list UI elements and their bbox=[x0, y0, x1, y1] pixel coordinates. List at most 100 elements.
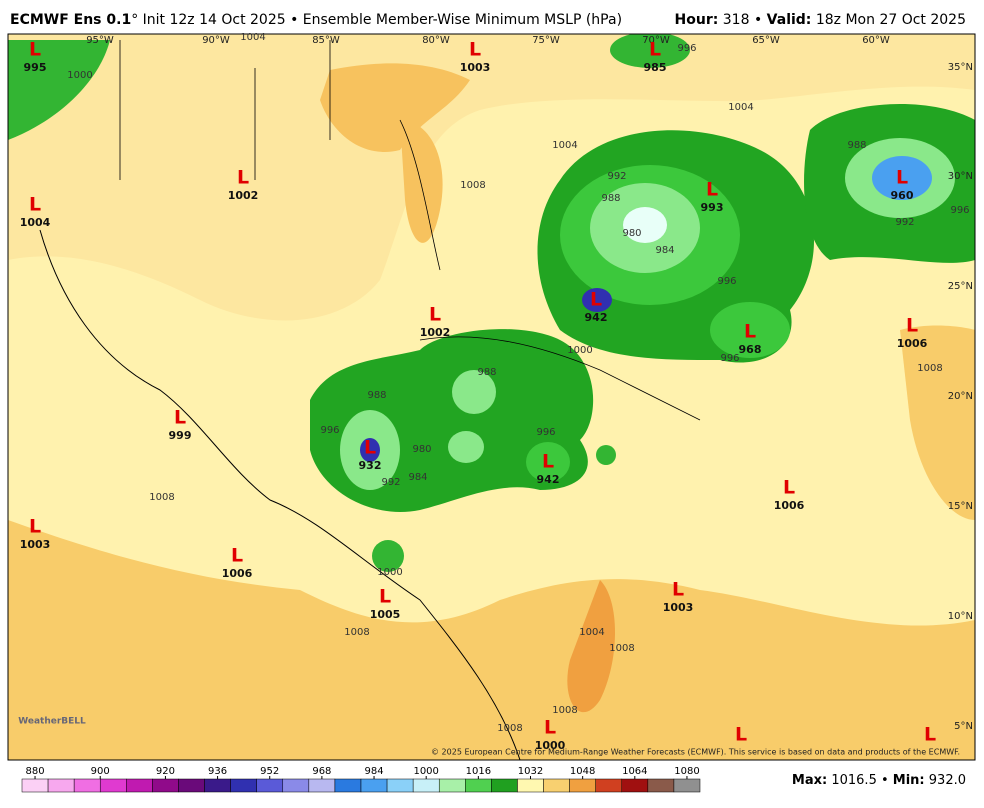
lat-label: 15°N bbox=[948, 501, 973, 512]
hour-label: Hour: bbox=[675, 12, 719, 28]
colorbar-swatch bbox=[569, 778, 596, 793]
contour-label: 988 bbox=[477, 367, 496, 378]
contour-label: 992 bbox=[607, 171, 626, 182]
colorbar-swatch bbox=[152, 778, 179, 793]
deep-core bbox=[582, 288, 612, 312]
max-label: Max: bbox=[792, 773, 827, 788]
colorbar-swatch bbox=[334, 778, 362, 793]
low-symbol: L bbox=[174, 407, 186, 429]
green-blob bbox=[610, 34, 690, 68]
lon-label: 80°W bbox=[422, 35, 450, 46]
colorbar-label: 1064 bbox=[622, 766, 647, 777]
colorbar-label: 952 bbox=[260, 766, 279, 777]
green-blob bbox=[372, 540, 404, 572]
contour-label: 1000 bbox=[377, 567, 402, 578]
valid-value: 18z Mon 27 Oct 2025 bbox=[811, 12, 966, 28]
low-symbol: L bbox=[590, 289, 602, 311]
contour-label: 1008 bbox=[552, 705, 577, 716]
contour-label: 1004 bbox=[240, 32, 265, 43]
low-symbol: L bbox=[364, 437, 376, 459]
extremes: Max: 1016.5 • Min: 932.0 bbox=[792, 773, 966, 788]
lon-label: 65°W bbox=[752, 35, 780, 46]
contour-label: 980 bbox=[412, 444, 431, 455]
credit: © 2025 European Centre for Medium-Range … bbox=[431, 748, 960, 757]
contour-label: 980 bbox=[622, 228, 641, 239]
low-symbol: L bbox=[783, 477, 795, 499]
colorbar-swatch bbox=[126, 778, 153, 793]
contour-label: 996 bbox=[720, 353, 739, 364]
low-pressure: 1000 bbox=[535, 739, 566, 752]
colorbar-swatch bbox=[673, 778, 701, 793]
colorbar-swatch bbox=[73, 778, 101, 793]
low-symbol: L bbox=[469, 39, 481, 61]
contour-label: 1004 bbox=[552, 140, 577, 151]
warm-patch bbox=[567, 580, 615, 713]
green-ring bbox=[448, 431, 484, 463]
low-pressure: 1006 bbox=[774, 499, 805, 512]
coastline bbox=[39, 229, 521, 760]
lat-label: 30°N bbox=[948, 171, 973, 182]
low-symbol: L bbox=[706, 179, 718, 201]
contour-label: 984 bbox=[408, 472, 427, 483]
colorbar-swatch bbox=[438, 778, 466, 793]
low-pressure: 999 bbox=[169, 429, 192, 442]
lat-label: 25°N bbox=[948, 281, 973, 292]
colorbar-swatch bbox=[595, 778, 623, 793]
contour-label: 996 bbox=[320, 425, 339, 436]
low-pressure: 968 bbox=[739, 343, 762, 356]
colorbar-swatch bbox=[465, 778, 492, 793]
colorbar-swatch bbox=[308, 778, 336, 793]
low-pressure: 995 bbox=[24, 61, 47, 74]
low-pressure: 985 bbox=[644, 61, 667, 74]
contour-label: 996 bbox=[950, 205, 969, 216]
green-blob bbox=[596, 445, 616, 465]
colorbar-label: 1080 bbox=[674, 766, 699, 777]
lon-label: 60°W bbox=[862, 35, 890, 46]
title-bold: ECMWF Ens 0.1 bbox=[10, 12, 131, 28]
colorbar-swatch bbox=[256, 778, 284, 793]
low-pressure: 1003 bbox=[20, 538, 51, 551]
low-pressure: 960 bbox=[891, 189, 914, 202]
colorbar-swatch bbox=[178, 778, 205, 793]
low-pressure: 1004 bbox=[20, 216, 51, 229]
low-pressure: 1006 bbox=[897, 337, 928, 350]
low-pressure: 1002 bbox=[420, 326, 451, 339]
contour-label: 996 bbox=[536, 427, 555, 438]
low-symbol: L bbox=[379, 586, 391, 608]
colorbar-label: 984 bbox=[364, 766, 383, 777]
low-symbol: L bbox=[649, 39, 661, 61]
land-north bbox=[8, 34, 975, 321]
low-symbol: L bbox=[735, 724, 747, 746]
contour-label: 988 bbox=[847, 140, 866, 151]
colorbar-label: 900 bbox=[91, 766, 110, 777]
logo: WeatherBELL bbox=[18, 717, 86, 727]
colorbar-label: 1032 bbox=[518, 766, 543, 777]
valid-info: Hour: 318 • Valid: 18z Mon 27 Oct 2025 bbox=[675, 12, 966, 28]
warm-patch bbox=[900, 325, 975, 520]
green-blob bbox=[8, 40, 110, 140]
low-pressure: 932 bbox=[359, 459, 382, 472]
green-ring bbox=[452, 370, 496, 414]
green-ring bbox=[526, 442, 570, 482]
colorbar-label: 920 bbox=[156, 766, 175, 777]
lat-label: 5°N bbox=[954, 721, 973, 732]
contour-label: 988 bbox=[367, 390, 386, 401]
contour-label: 996 bbox=[717, 276, 736, 287]
colorbar-swatch bbox=[386, 778, 414, 793]
colorbar-label: 1000 bbox=[413, 766, 438, 777]
low-pressure: 942 bbox=[537, 473, 560, 486]
green-blob bbox=[710, 302, 790, 358]
contour-label: 1000 bbox=[567, 345, 592, 356]
colorbar-swatch bbox=[99, 778, 127, 793]
colorbar-swatch bbox=[360, 778, 388, 793]
colorbar-label: 880 bbox=[25, 766, 44, 777]
lon-label: 70°W bbox=[642, 35, 670, 46]
contour-label: 1008 bbox=[344, 627, 369, 638]
title-rest: ° Init 12z 14 Oct 2025 • Ensemble Member… bbox=[131, 12, 622, 28]
land-south bbox=[8, 520, 975, 760]
low-pressure: 1005 bbox=[370, 608, 401, 621]
low-pressure: 1002 bbox=[228, 189, 259, 202]
borders bbox=[119, 40, 441, 271]
valid-label: Valid: bbox=[767, 12, 812, 28]
